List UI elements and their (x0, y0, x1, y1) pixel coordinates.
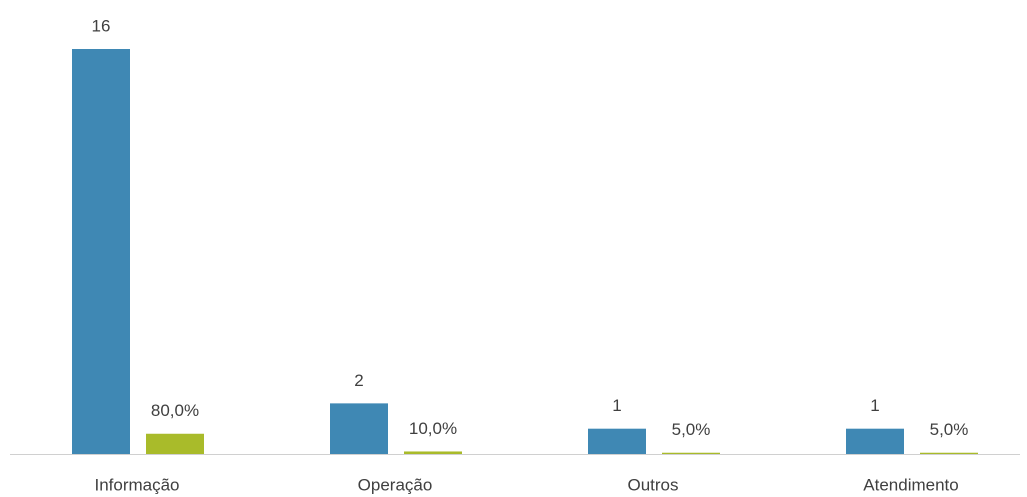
data-label: 5,0% (930, 420, 969, 439)
data-label: 1 (612, 396, 621, 415)
data-label: 10,0% (409, 419, 457, 438)
x-tick-label: Informação (94, 475, 179, 494)
bar (72, 49, 130, 454)
data-label: 2 (354, 371, 363, 390)
x-tick-label: Outros (627, 475, 678, 494)
bar (920, 452, 978, 454)
bar (404, 451, 462, 454)
bar (588, 428, 646, 454)
data-label: 80,0% (151, 401, 199, 420)
bar (146, 433, 204, 454)
bar (846, 428, 904, 454)
x-tick-label: Atendimento (863, 475, 958, 494)
bar (662, 452, 720, 454)
data-label: 16 (92, 16, 111, 35)
x-tick-label: Operação (358, 475, 433, 494)
bar (330, 403, 388, 454)
data-label: 1 (870, 396, 879, 415)
data-label: 5,0% (672, 420, 711, 439)
